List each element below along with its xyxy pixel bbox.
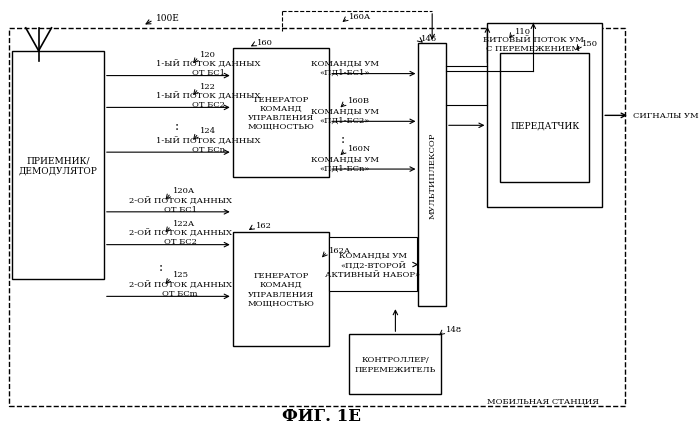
Text: ГЕНЕРАТОР
КОМАНД
УПРАВЛЕНИЯ
МОЩНОСТЬЮ: ГЕНЕРАТОР КОМАНД УПРАВЛЕНИЯ МОЩНОСТЬЮ [248,271,314,307]
Text: КОМАНДЫ УМ
«ПД2-ВТОРОЙ
АКТИВНЫЙ НАБОР»: КОМАНДЫ УМ «ПД2-ВТОРОЙ АКТИВНЫЙ НАБОР» [326,252,421,278]
Text: 100Е: 100Е [156,14,180,23]
Text: :: : [174,120,179,132]
Bar [329,237,416,292]
Bar [9,29,625,406]
Text: 162А: 162А [329,246,351,254]
Bar [419,43,446,307]
Text: ФИГ. 1Е: ФИГ. 1Е [282,407,361,424]
Text: 122: 122 [200,82,216,90]
Bar [12,52,104,280]
Text: КОМАНДЫ УМ
«ПД1-БС2»: КОМАНДЫ УМ «ПД1-БС2» [311,107,379,125]
Text: 160: 160 [258,39,273,47]
Text: 160А: 160А [349,13,372,21]
Bar [349,334,442,394]
Text: 1-ЫЙ ПОТОК ДАННЫХ
ОТ БС2: 1-ЫЙ ПОТОК ДАННЫХ ОТ БС2 [156,92,261,109]
Text: 160В: 160В [348,97,370,105]
Text: 146: 146 [421,35,438,43]
Text: 120А: 120А [173,187,195,195]
Bar [232,232,329,346]
Text: 124: 124 [200,127,216,135]
Text: 160N: 160N [348,145,371,153]
Text: МОБИЛЬНАЯ СТАНЦИЯ: МОБИЛЬНАЯ СТАНЦИЯ [486,397,598,405]
Text: КОМАНДЫ УМ
«ПД1-БС1»: КОМАНДЫ УМ «ПД1-БС1» [311,60,379,77]
Bar [500,54,589,183]
Text: 2-ОЙ ПОТОК ДАННЫХ
ОТ БСm: 2-ОЙ ПОТОК ДАННЫХ ОТ БСm [129,280,232,297]
Bar [232,49,329,178]
Text: 148: 148 [446,325,462,334]
Text: КОМАНДЫ УМ
«ПД1-БСn»: КОМАНДЫ УМ «ПД1-БСn» [311,155,379,172]
Text: ГЕНЕРАТОР
КОМАНД
УПРАВЛЕНИЯ
МОЩНОСТЬЮ: ГЕНЕРАТОР КОМАНД УПРАВЛЕНИЯ МОЩНОСТЬЮ [248,95,314,131]
Text: ПРИЕМНИК/
ДЕМОДУЛЯТОР: ПРИЕМНИК/ ДЕМОДУЛЯТОР [18,156,97,176]
Text: 110: 110 [515,28,531,36]
Text: МУЛЬТИПЛЕКСОР: МУЛЬТИПЛЕКСОР [428,132,436,218]
Text: 162: 162 [256,221,272,229]
Text: 120: 120 [200,51,216,58]
Text: 2-ОЙ ПОТОК ДАННЫХ
ОТ БС1: 2-ОЙ ПОТОК ДАННЫХ ОТ БС1 [129,196,232,213]
Bar [487,24,602,207]
Text: 125: 125 [173,271,189,279]
Text: 122А: 122А [173,219,195,227]
Text: :: : [341,132,345,145]
Text: 1-ЫЙ ПОТОК ДАННЫХ
ОТ БСn: 1-ЫЙ ПОТОК ДАННЫХ ОТ БСn [156,136,261,153]
Text: 1-ЫЙ ПОТОК ДАННЫХ
ОТ БС1: 1-ЫЙ ПОТОК ДАННЫХ ОТ БС1 [156,60,261,77]
Text: 2-ОЙ ПОТОК ДАННЫХ
ОТ БС2: 2-ОЙ ПОТОК ДАННЫХ ОТ БС2 [129,228,232,246]
Text: КОНТРОЛЛЕР/
ПЕРЕМЕЖИТЕЛЬ: КОНТРОЛЛЕР/ ПЕРЕМЕЖИТЕЛЬ [355,356,436,373]
Text: :: : [159,260,163,273]
Text: СИГНАЛЫ УМ: СИГНАЛЫ УМ [633,112,699,120]
Text: 150: 150 [582,40,598,48]
Text: ПЕРЕДАТЧИК: ПЕРЕДАТЧИК [510,121,580,130]
Text: БИТОВЫЙ ПОТОК УМ
С ПЕРЕМЕЖЕНИЕМ: БИТОВЫЙ ПОТОК УМ С ПЕРЕМЕЖЕНИЕМ [483,36,584,53]
